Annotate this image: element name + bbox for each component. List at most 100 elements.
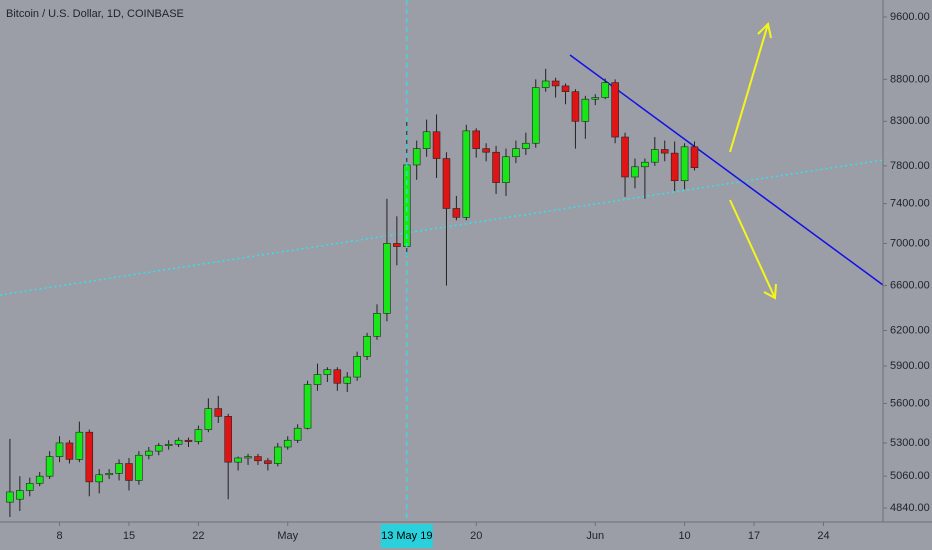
candle-body <box>492 151 500 183</box>
y-tick-label: 5060.00 <box>890 470 930 482</box>
drawings <box>0 21 884 300</box>
chart-title: Bitcoin / U.S. Dollar, 1D, COINBASE <box>6 8 184 20</box>
candle-body <box>621 136 629 178</box>
candle-body <box>551 80 560 87</box>
candle-body <box>25 482 34 491</box>
candle-body <box>412 148 421 166</box>
x-tick-label: 20 <box>470 530 482 542</box>
candle-body <box>442 158 451 209</box>
candle-body <box>274 446 282 464</box>
candle-body <box>581 98 590 122</box>
candle-body <box>95 474 103 483</box>
candle-body <box>154 445 163 452</box>
candle-body <box>145 450 153 456</box>
candle-body <box>214 408 223 417</box>
x-tick-label: 22 <box>192 530 204 542</box>
candle-body <box>16 490 24 500</box>
candle-body <box>333 369 342 384</box>
y-tick-label: 7400.00 <box>890 198 930 210</box>
candle-body <box>601 82 609 98</box>
y-tick-label: 7000.00 <box>890 237 930 249</box>
candle-body <box>353 356 361 378</box>
x-tick-label: 17 <box>748 530 760 542</box>
candle-body <box>244 456 252 459</box>
x-tick-label: May <box>277 530 298 542</box>
candle-body <box>561 85 570 92</box>
candle-body <box>522 142 530 149</box>
y-tick-label: 5900.00 <box>890 360 930 372</box>
candle-body <box>690 146 699 169</box>
candle-body <box>343 376 352 384</box>
candle-body <box>571 91 580 122</box>
y-tick-label: 8300.00 <box>890 115 930 127</box>
candle-body <box>363 335 371 357</box>
y-tick-label: 4840.00 <box>890 502 930 514</box>
arrow-down <box>729 199 777 300</box>
crosshair-label-box <box>380 524 433 548</box>
candle-body <box>75 431 84 460</box>
x-tick-label: 10 <box>678 530 690 542</box>
candle-body <box>472 130 480 149</box>
y-tick-label: 9600.00 <box>890 11 930 23</box>
arrow-up <box>729 21 772 153</box>
candles <box>6 68 699 517</box>
candle-body <box>452 208 461 218</box>
candle-body <box>432 131 441 159</box>
candle-body <box>611 82 619 138</box>
candle-body <box>254 456 262 462</box>
candle-body <box>184 439 193 442</box>
candle-body <box>482 148 490 153</box>
x-tick-label: 24 <box>817 530 829 542</box>
candle-body <box>591 97 600 100</box>
candle-body <box>303 384 312 429</box>
candle-body <box>45 456 54 477</box>
candle-body <box>462 130 471 218</box>
candle-body <box>631 166 639 178</box>
candle-body <box>105 473 113 476</box>
x-tick-label: 8 <box>56 530 62 542</box>
candle-body <box>135 454 143 481</box>
candle-body <box>125 463 133 481</box>
candle-body <box>234 457 242 463</box>
candle-body <box>323 369 332 375</box>
candle-body <box>660 149 669 154</box>
candle-body <box>422 131 431 149</box>
candle-body <box>373 313 381 337</box>
y-tick-label: 5600.00 <box>890 397 930 409</box>
candle-body <box>283 439 292 448</box>
candle-body <box>502 156 510 183</box>
candle-body <box>224 416 232 463</box>
y-tick-label: 8800.00 <box>890 73 930 85</box>
candle-body <box>680 146 689 182</box>
candle-body <box>293 427 302 441</box>
x-tick-label: 15 <box>123 530 135 542</box>
candle-body <box>204 408 213 430</box>
candle-body <box>383 243 391 314</box>
y-tick-label: 7800.00 <box>890 160 930 172</box>
candle-body <box>55 442 64 457</box>
candle-body <box>393 243 401 247</box>
candle-body <box>164 444 173 446</box>
x-tick-label: Jun <box>586 530 604 542</box>
candle-body <box>35 475 44 484</box>
candle-body <box>541 80 550 88</box>
candle-body <box>264 460 272 464</box>
candle-body <box>65 442 74 460</box>
candle-body <box>641 161 649 168</box>
candle-body <box>531 87 540 144</box>
candle-body <box>313 374 322 385</box>
crosshair-label: 13 May 19 <box>381 530 432 542</box>
candle-body <box>512 148 520 158</box>
candle-body <box>651 149 659 163</box>
y-tick-label: 6200.00 <box>890 324 930 336</box>
trend-line <box>569 54 884 286</box>
support-line <box>0 159 884 296</box>
candle-body <box>174 439 183 445</box>
candle-body <box>670 152 679 182</box>
y-tick-label: 5300.00 <box>890 437 930 449</box>
candle-body <box>194 429 203 442</box>
candle-body <box>6 491 14 503</box>
